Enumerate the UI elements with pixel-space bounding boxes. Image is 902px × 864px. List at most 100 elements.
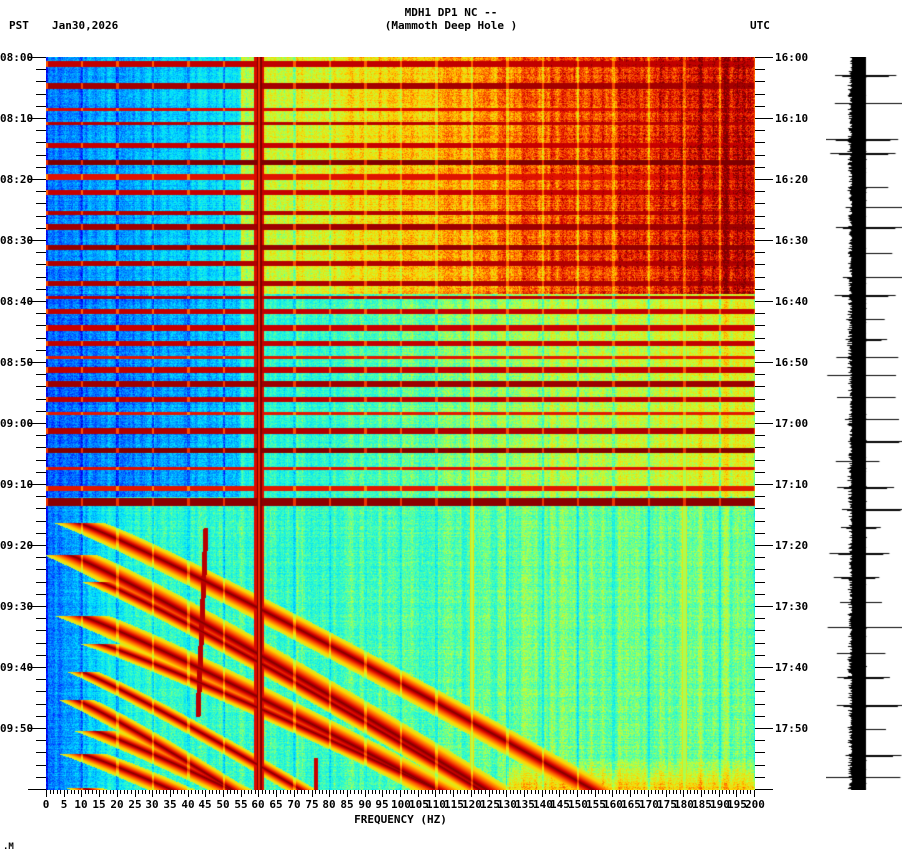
frequency-minor-tick: [414, 790, 415, 794]
frequency-minor-tick: [230, 790, 231, 794]
frequency-minor-tick: [552, 790, 553, 794]
frequency-major-tick: [117, 790, 118, 797]
time-minor-tick: [755, 569, 765, 570]
frequency-minor-tick: [216, 790, 217, 794]
frequency-minor-tick: [503, 790, 504, 794]
frequency-minor-tick: [499, 790, 500, 794]
frequency-minor-tick: [496, 790, 497, 794]
frequency-major-tick: [471, 790, 472, 797]
frequency-minor-tick: [212, 790, 213, 794]
frequency-tick-label: 150: [568, 798, 588, 811]
time-major-tick: [755, 57, 773, 58]
frequency-minor-tick: [411, 790, 412, 794]
frequency-minor-tick: [563, 790, 564, 794]
time-tick-label: 16:20: [775, 173, 809, 186]
frequency-minor-tick: [393, 790, 394, 794]
frequency-minor-tick: [704, 790, 705, 794]
time-minor-tick: [755, 94, 765, 95]
frequency-minor-tick: [680, 790, 681, 794]
time-minor-tick: [36, 228, 46, 229]
time-minor-tick: [36, 94, 46, 95]
frequency-major-tick: [312, 790, 313, 797]
time-minor-tick: [36, 777, 46, 778]
frequency-minor-tick: [343, 790, 344, 794]
time-major-tick: [28, 240, 46, 241]
time-minor-tick: [36, 496, 46, 497]
time-tick-label: 16:30: [775, 234, 809, 247]
spectrogram-plot[interactable]: [46, 57, 755, 790]
time-major-tick: [755, 362, 773, 363]
time-minor-tick: [755, 521, 765, 522]
frequency-minor-tick: [527, 790, 528, 794]
frequency-minor-tick: [301, 790, 302, 794]
time-major-tick: [755, 484, 773, 485]
time-minor-tick: [36, 557, 46, 558]
frequency-tick-label: 0: [42, 798, 50, 811]
frequency-minor-tick: [722, 790, 723, 794]
frequency-tick-label: 100: [391, 798, 411, 811]
frequency-minor-tick: [74, 790, 75, 794]
frequency-minor-tick: [234, 790, 235, 794]
frequency-minor-tick: [227, 790, 228, 794]
frequency-minor-tick: [78, 790, 79, 794]
frequency-minor-tick: [96, 790, 97, 794]
frequency-tick-label: 65: [269, 798, 283, 811]
frequency-major-tick: [152, 790, 153, 797]
frequency-major-tick: [258, 790, 259, 797]
waveform-trace-panel[interactable]: [826, 57, 902, 790]
corner-artifact-mark: .M: [3, 842, 14, 852]
frequency-minor-tick: [740, 790, 741, 794]
frequency-tick-label: 20: [110, 798, 124, 811]
frequency-minor-tick: [159, 790, 160, 794]
waveform-canvas: [826, 57, 902, 790]
frequency-tick-label: 40: [181, 798, 195, 811]
time-major-tick: [28, 301, 46, 302]
time-tick-label: 09:10: [0, 478, 34, 491]
time-minor-tick: [36, 533, 46, 534]
frequency-minor-tick: [127, 790, 128, 794]
frequency-major-tick: [241, 790, 242, 797]
frequency-major-tick: [400, 790, 401, 797]
time-minor-tick: [36, 508, 46, 509]
time-minor-tick: [36, 69, 46, 70]
frequency-minor-tick: [269, 790, 270, 794]
frequency-major-tick: [276, 790, 277, 797]
time-minor-tick: [755, 313, 765, 314]
frequency-minor-tick: [375, 790, 376, 794]
frequency-minor-tick: [138, 790, 139, 794]
frequency-minor-tick: [322, 790, 323, 794]
frequency-minor-tick: [651, 790, 652, 794]
date-label: Jan30,2026: [52, 19, 119, 32]
frequency-minor-tick: [450, 790, 451, 794]
time-minor-tick: [36, 643, 46, 644]
time-tick-label: 09:40: [0, 661, 34, 674]
time-tick-label: 09:00: [0, 417, 34, 430]
frequency-minor-tick: [464, 790, 465, 794]
time-minor-tick: [36, 521, 46, 522]
frequency-tick-label: 55: [234, 798, 248, 811]
frequency-tick-label: 160: [603, 798, 623, 811]
frequency-minor-tick: [432, 790, 433, 794]
frequency-minor-tick: [474, 790, 475, 794]
time-major-tick: [28, 179, 46, 180]
time-minor-tick: [36, 569, 46, 570]
frequency-tick-label: 120: [462, 798, 482, 811]
frequency-minor-tick: [485, 790, 486, 794]
frequency-minor-tick: [623, 790, 624, 794]
time-major-tick: [755, 728, 773, 729]
time-minor-tick: [36, 338, 46, 339]
frequency-tick-label: 115: [444, 798, 464, 811]
frequency-tick-label: 130: [497, 798, 517, 811]
frequency-minor-tick: [50, 790, 51, 794]
frequency-major-tick: [188, 790, 189, 797]
frequency-axis: 0 5 10 15 20 25 30 35 40 45 50 55 60 65 70 75 80 85 90 95 10…: [43, 790, 765, 830]
frequency-minor-tick: [350, 790, 351, 794]
frequency-minor-tick: [747, 790, 748, 794]
frequency-tick-label: 45: [198, 798, 212, 811]
time-minor-tick: [36, 411, 46, 412]
time-minor-tick: [755, 264, 765, 265]
time-minor-tick: [755, 350, 765, 351]
frequency-minor-tick: [248, 790, 249, 794]
frequency-minor-tick: [198, 790, 199, 794]
frequency-tick-label: 15: [92, 798, 106, 811]
